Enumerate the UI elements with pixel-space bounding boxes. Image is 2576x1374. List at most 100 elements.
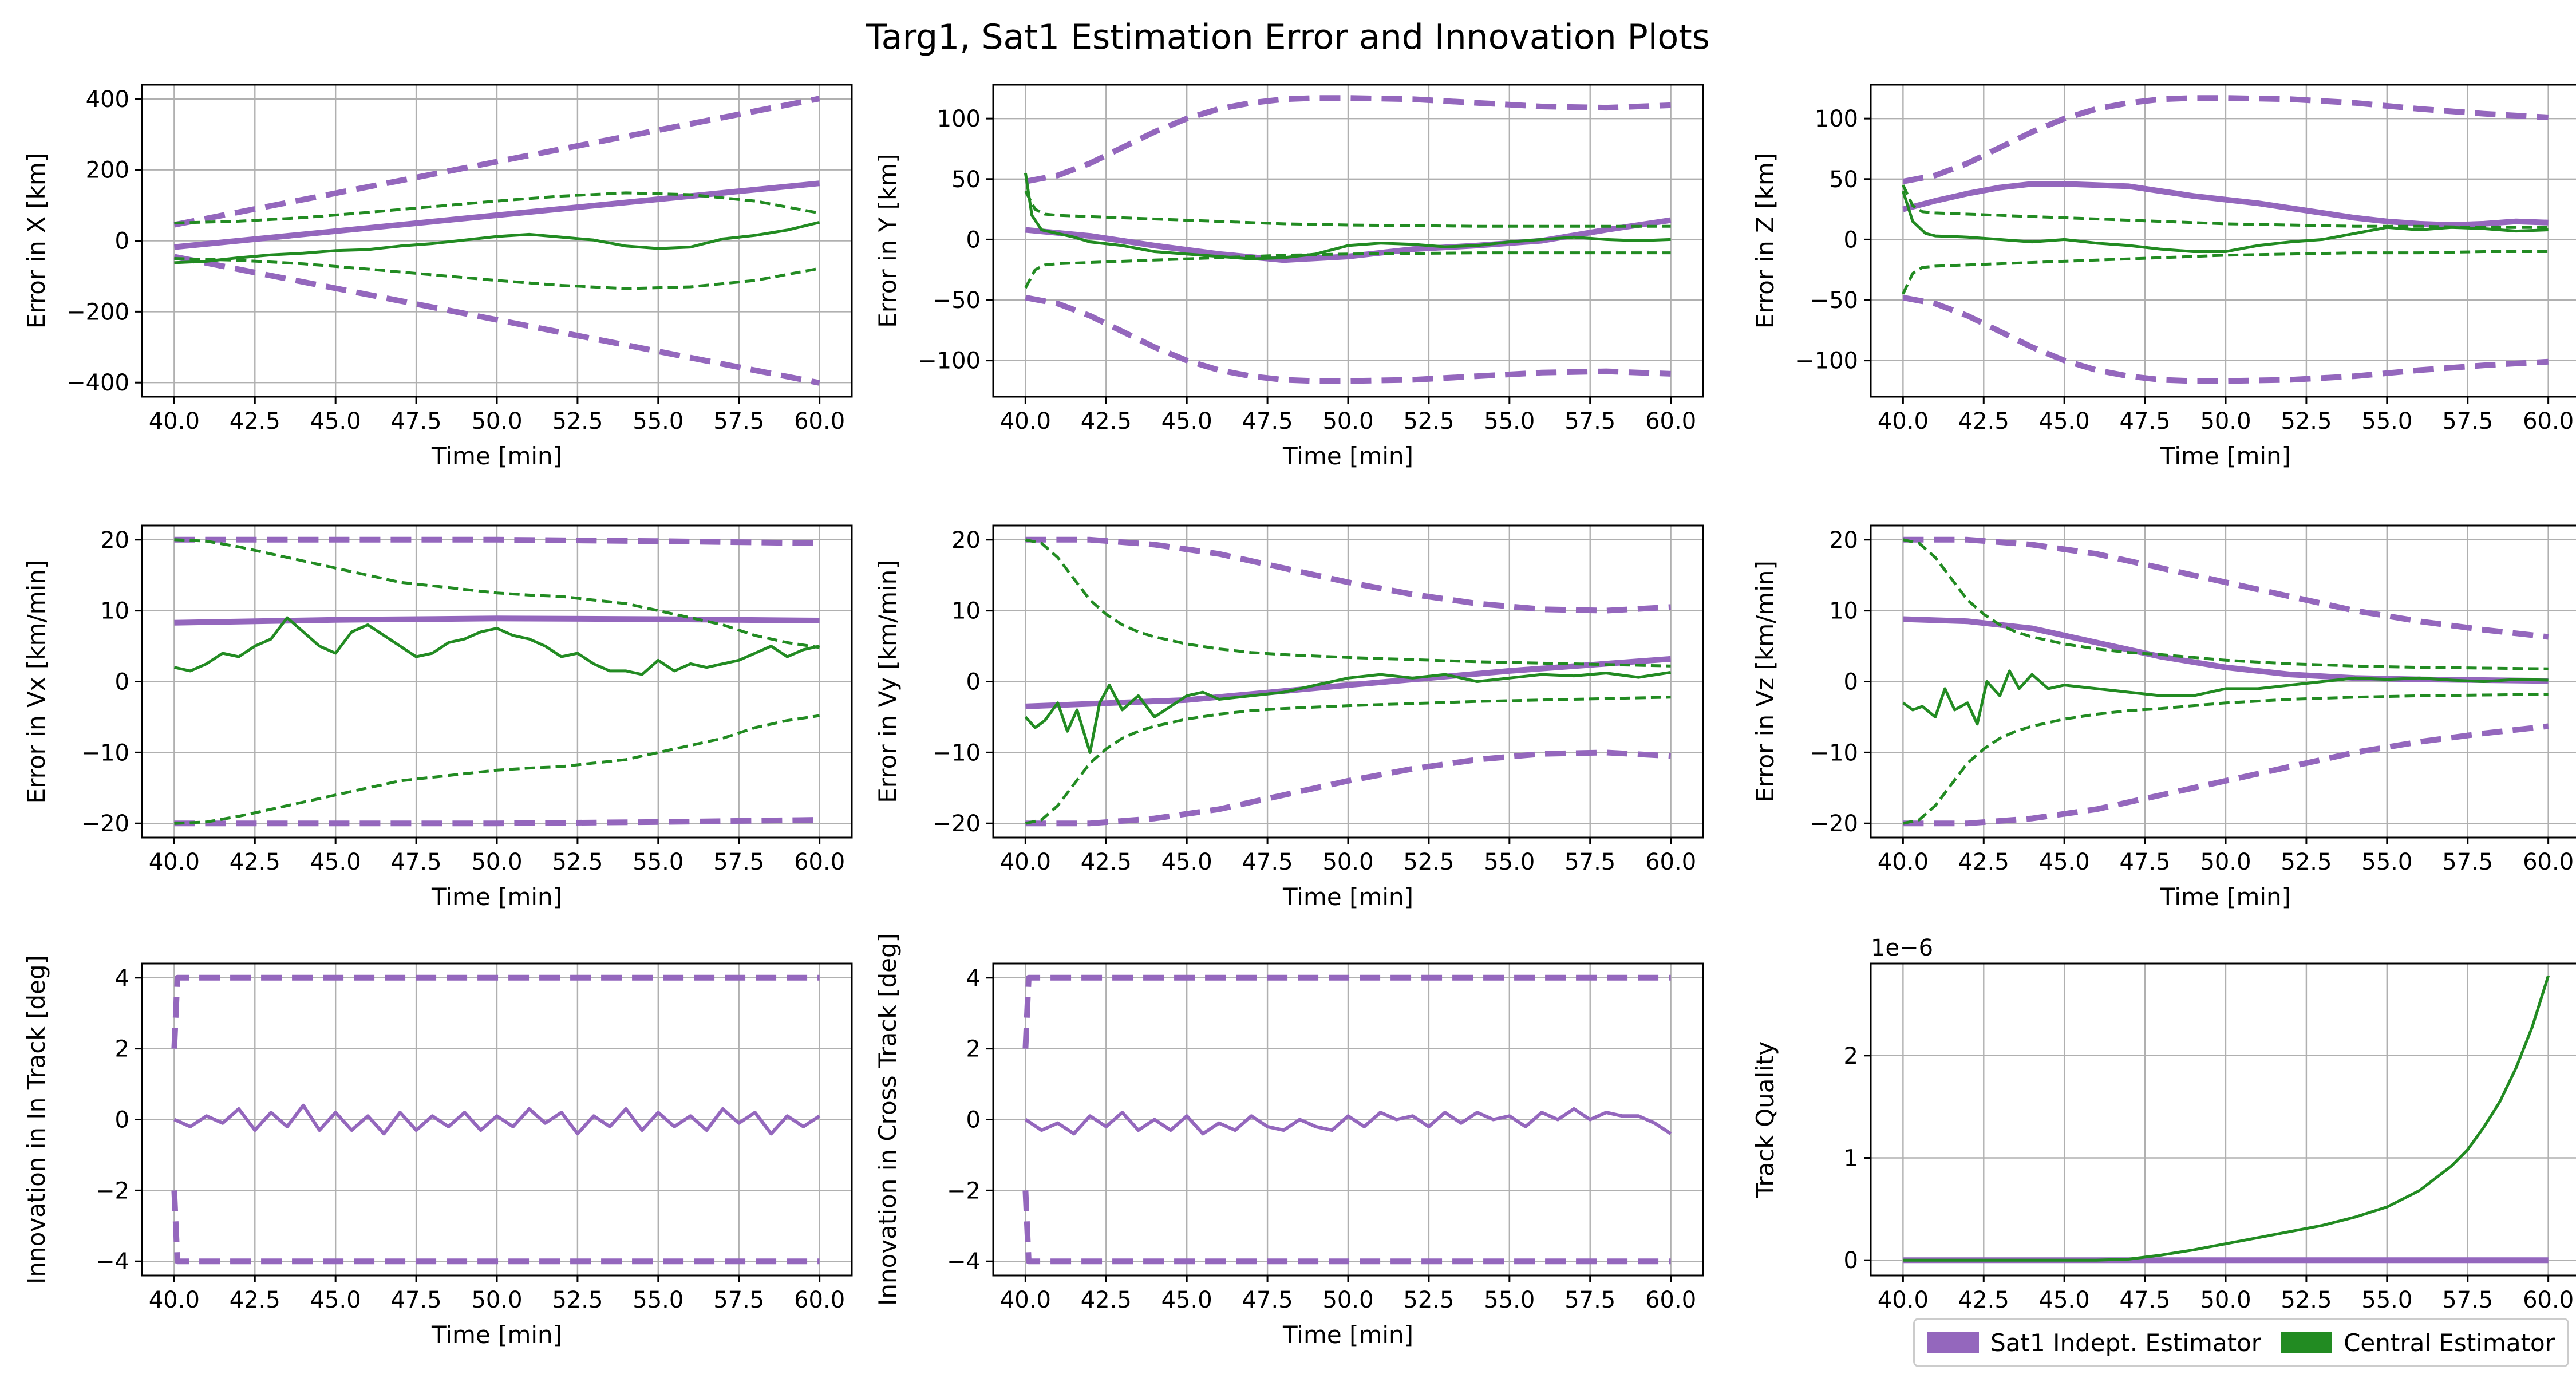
y-tick-label: 2 — [1844, 1043, 1858, 1069]
x-tick-label: 42.5 — [1081, 1287, 1132, 1313]
x-tick-label: 57.5 — [2442, 408, 2493, 435]
y-axis-label: Error in Vy [km/min] — [874, 560, 902, 803]
y-tick-label: −50 — [1810, 287, 1858, 314]
x-tick-label: 45.0 — [2039, 1287, 2090, 1313]
series-line-sat1-thick — [174, 615, 820, 626]
legend-swatch-central — [2281, 1332, 2333, 1353]
legend-label-central: Central Estimator — [2344, 1328, 2555, 1357]
x-axis-label: Time [min] — [431, 442, 562, 470]
y-tick-label: 0 — [966, 669, 981, 696]
x-tick-label: 52.5 — [552, 408, 603, 435]
x-tick-label: 55.0 — [2361, 849, 2412, 875]
series-line-central-line — [1024, 172, 1671, 260]
x-tick-label: 42.5 — [230, 849, 280, 875]
series-line-central-line — [1902, 191, 2549, 253]
x-axis-label: Time [min] — [1282, 1321, 1413, 1349]
series-line-central-dashed — [1025, 538, 1671, 668]
x-tick-label: 50.0 — [2200, 408, 2251, 435]
series-line-central-dashed — [1025, 696, 1671, 825]
x-tick-label: 57.5 — [713, 1287, 764, 1313]
series-line-sat1-dashed — [174, 817, 820, 827]
x-tick-label: 45.0 — [310, 849, 361, 875]
x-tick-label: 45.0 — [310, 408, 361, 435]
y-tick-label: 2 — [115, 1036, 129, 1063]
x-tick-label: 50.0 — [2200, 849, 2251, 875]
y-tick-label: 10 — [100, 598, 129, 625]
x-tick-label: 50.0 — [471, 408, 522, 435]
y-tick-label: 50 — [951, 167, 981, 193]
series-line-sat1-dashed — [173, 254, 820, 386]
x-tick-label: 47.5 — [1242, 1287, 1293, 1313]
x-tick-label: 40.0 — [149, 849, 200, 875]
series-line-central-line — [1903, 975, 2550, 1262]
x-tick-label: 55.0 — [633, 1287, 683, 1313]
y-axis-label: Innovation in In Track [deg] — [22, 955, 50, 1284]
x-tick-label: 60.0 — [794, 408, 845, 435]
series-line-sat1-thin — [1024, 1107, 1672, 1136]
legend: Sat1 Indept. Estimator Central Estimator — [1913, 1318, 2569, 1367]
x-tick-label: 45.0 — [1161, 1287, 1212, 1313]
x-tick-label: 52.5 — [1403, 1287, 1454, 1313]
y-tick-label: −20 — [933, 811, 981, 837]
subplot-4: 40.0 42.5 45.0 47.5 50.0 52.5 55.0 57.5 60.0 −20 −… — [22, 524, 853, 911]
y-tick-label: 20 — [951, 527, 981, 554]
y-axis-label: Error in X [km] — [22, 153, 50, 329]
series-group — [1902, 536, 2549, 827]
x-tick-label: 57.5 — [1564, 408, 1615, 435]
x-tick-label: 52.5 — [1403, 408, 1454, 435]
x-tick-label: 45.0 — [310, 1287, 361, 1313]
y-tick-label: 0 — [966, 1107, 981, 1134]
x-axis-label: Time [min] — [431, 883, 562, 911]
x-tick-label: 40.0 — [1000, 849, 1051, 875]
x-tick-label: 42.5 — [1958, 849, 2009, 875]
series-line-central-dashed — [1024, 251, 1671, 289]
x-tick-label: 52.5 — [2281, 1287, 2332, 1313]
x-tick-label: 55.0 — [1484, 408, 1535, 435]
series-group — [1024, 95, 1672, 384]
y-tick-label: 0 — [1844, 1247, 1858, 1274]
axes-frame — [1870, 962, 2576, 1277]
subplot-1: 40.0 42.5 45.0 47.5 50.0 52.5 55.0 57.5 60.0 −400… — [22, 84, 853, 470]
x-tick-label: 47.5 — [2120, 1287, 2171, 1313]
x-tick-label: 57.5 — [2442, 1287, 2493, 1313]
x-tick-label: 47.5 — [2120, 849, 2171, 875]
y-tick-label: −20 — [81, 811, 129, 837]
y-tick-label: 100 — [1815, 106, 1858, 132]
series-group — [173, 96, 820, 386]
y-tick-label: 1 — [1844, 1146, 1858, 1172]
series-line-sat1-dashed — [173, 96, 820, 228]
series-line-sat1-dashed — [1022, 1190, 1671, 1265]
y-tick-label: 100 — [937, 106, 981, 132]
x-tick-label: 45.0 — [1161, 408, 1212, 435]
series-line-sat1-thin — [173, 1103, 821, 1136]
series-line-central-dashed — [1902, 184, 2549, 229]
x-tick-label: 40.0 — [1878, 408, 1929, 435]
subplot-2: 40.0 42.5 45.0 47.5 50.0 52.5 55.0 57.5 60.0 −100… — [874, 84, 1704, 470]
y-tick-label: −20 — [1810, 811, 1858, 837]
series-line-sat1-dashed — [1025, 294, 1671, 384]
y-tick-label: −4 — [96, 1249, 129, 1275]
series-line-central-line — [173, 616, 820, 676]
x-tick-label: 40.0 — [1878, 1287, 1929, 1313]
series-line-sat1-dashed — [1903, 723, 2549, 827]
y-tick-label: 2 — [966, 1036, 981, 1063]
x-tick-label: 57.5 — [713, 408, 764, 435]
x-tick-label: 47.5 — [1242, 408, 1293, 435]
series-line-central-line — [1024, 670, 1671, 754]
x-tick-label: 60.0 — [2523, 408, 2574, 435]
x-tick-label: 57.5 — [1564, 1287, 1615, 1313]
series-line-sat1-thick — [1902, 181, 2549, 228]
x-tick-label: 42.5 — [230, 408, 280, 435]
x-tick-label: 60.0 — [794, 849, 845, 875]
y-tick-label: 200 — [86, 157, 129, 184]
y-tick-label: −4 — [947, 1249, 981, 1275]
series-line-sat1-dashed — [1902, 294, 2549, 384]
x-tick-label: 52.5 — [2281, 849, 2332, 875]
x-tick-label: 47.5 — [391, 1287, 442, 1313]
y-tick-label: −100 — [1795, 348, 1858, 374]
y-tick-label: 10 — [951, 598, 981, 625]
x-tick-label: 42.5 — [230, 1287, 280, 1313]
x-axis-label: Time [min] — [1282, 883, 1413, 911]
